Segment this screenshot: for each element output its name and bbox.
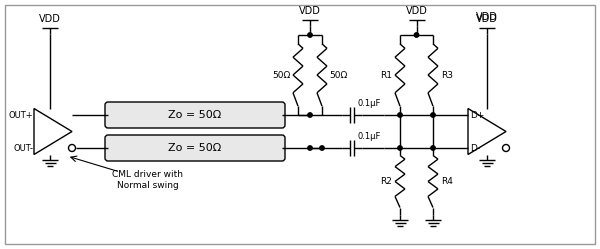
Text: 0.1μF: 0.1μF — [357, 99, 380, 108]
Circle shape — [431, 146, 435, 150]
Circle shape — [398, 146, 402, 150]
Circle shape — [398, 113, 402, 117]
Text: VDD: VDD — [406, 6, 427, 16]
Circle shape — [308, 33, 312, 37]
FancyBboxPatch shape — [105, 102, 285, 128]
Circle shape — [308, 146, 312, 150]
Text: VDD: VDD — [299, 6, 321, 16]
Text: R3: R3 — [441, 70, 453, 79]
Text: Zo = 50Ω: Zo = 50Ω — [169, 143, 221, 153]
Text: 0.1μF: 0.1μF — [357, 131, 380, 140]
Text: D-: D- — [470, 143, 480, 152]
Text: VDD: VDD — [476, 12, 498, 22]
Text: R4: R4 — [441, 177, 453, 186]
Circle shape — [431, 113, 435, 117]
Text: VDD: VDD — [476, 14, 498, 24]
Circle shape — [320, 146, 324, 150]
Text: OUT+: OUT+ — [8, 111, 33, 120]
Circle shape — [415, 33, 419, 37]
Text: D+: D+ — [470, 111, 484, 120]
Text: VDD: VDD — [39, 14, 61, 24]
Text: 50Ω: 50Ω — [329, 70, 347, 79]
Text: Normal swing: Normal swing — [117, 181, 179, 189]
Text: R1: R1 — [380, 70, 392, 79]
Circle shape — [308, 113, 312, 117]
Text: OUT-: OUT- — [13, 143, 33, 152]
Text: R2: R2 — [380, 177, 392, 186]
FancyBboxPatch shape — [105, 135, 285, 161]
Text: Zo = 50Ω: Zo = 50Ω — [169, 110, 221, 120]
Text: CML driver with: CML driver with — [113, 170, 184, 179]
Text: 50Ω: 50Ω — [273, 70, 291, 79]
